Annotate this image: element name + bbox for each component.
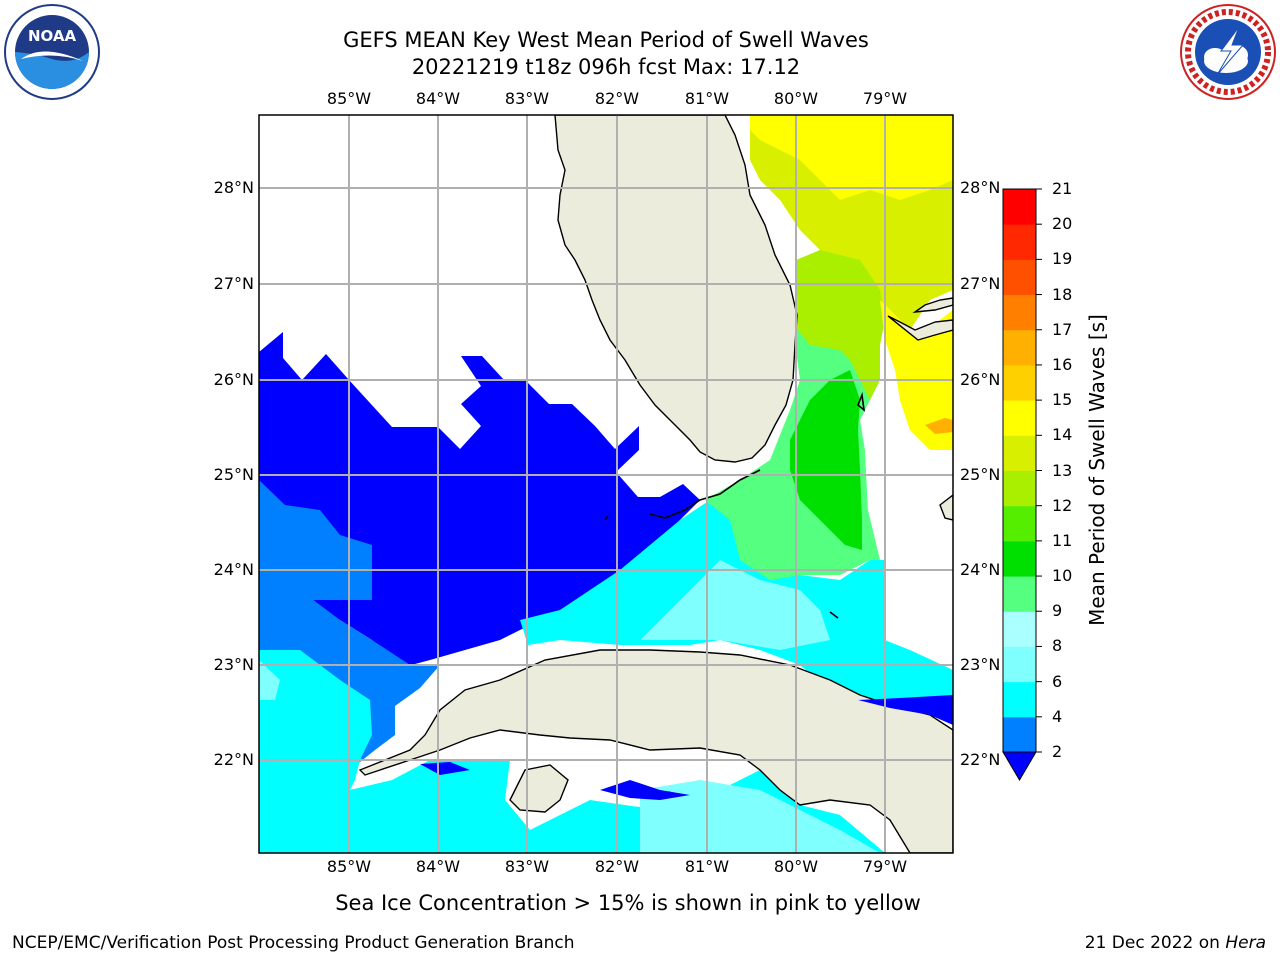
colorbar-swatch	[1003, 540, 1036, 577]
lat-label-right: 23°N	[960, 655, 1001, 674]
colorbar-swatch	[1003, 681, 1036, 718]
colorbar-tick-label: 6	[1052, 671, 1063, 691]
colorbar-tick-label: 19	[1052, 249, 1073, 269]
map-gridlines	[259, 115, 953, 853]
lon-label-top: 84°W	[415, 89, 461, 108]
lon-label-bottom: 79°W	[862, 857, 908, 876]
nws-logo	[1180, 4, 1276, 100]
colorbar-tick-label: 17	[1052, 319, 1073, 339]
colorbar-swatch	[1003, 576, 1036, 612]
colorbar-swatch	[1003, 400, 1036, 436]
colorbar-tick-label: 18	[1052, 284, 1073, 304]
colorbar-swatch	[1003, 329, 1036, 366]
colorbar-swatch	[1003, 294, 1036, 331]
noaa-logo-text: NOAA	[28, 27, 77, 45]
footer-credit: NCEP/EMC/Verification Post Processing Pr…	[12, 933, 575, 953]
lat-label-left: 22°N	[213, 750, 254, 769]
colorbar-swatch	[1003, 470, 1036, 507]
noaa-logo: NOAA	[4, 4, 100, 100]
colorbar-swatch	[1003, 364, 1036, 401]
colorbar-tick-label: 15	[1052, 390, 1073, 410]
colorbar-swatch	[1003, 646, 1036, 683]
colorbar-swatch	[1003, 611, 1036, 647]
footer-host: Hera	[1225, 933, 1266, 953]
colorbar-tick-label: 20	[1052, 214, 1073, 234]
lat-label-left: 27°N	[213, 274, 254, 293]
colorbar-tick-label: 11	[1052, 530, 1073, 550]
lon-label-top: 80°W	[773, 89, 819, 108]
colorbar-tick-label: 9	[1052, 601, 1063, 621]
colorbar-tick-label: 13	[1052, 460, 1073, 480]
colorbar-tick-label: 12	[1052, 495, 1073, 515]
lon-label-bottom: 80°W	[773, 857, 819, 876]
lon-label-bottom: 84°W	[415, 857, 461, 876]
lon-label-bottom: 83°W	[504, 857, 550, 876]
colorbar-tick-label: 14	[1052, 425, 1073, 445]
colorbar-swatch	[1003, 189, 1036, 225]
lat-label-left: 25°N	[213, 465, 254, 484]
colorbar	[1002, 188, 1042, 781]
lon-label-bottom: 85°W	[326, 857, 372, 876]
footer-date: 21 Dec 2022 on Hera	[1085, 933, 1266, 953]
swell-field	[259, 115, 953, 853]
lat-label-right: 24°N	[960, 560, 1001, 579]
lat-label-right: 22°N	[960, 750, 1001, 769]
colorbar-tick-label: 8	[1052, 636, 1063, 656]
colorbar-swatch	[1003, 716, 1036, 753]
sea-ice-note: Sea Ice Concentration > 15% is shown in …	[335, 891, 921, 915]
lat-label-right: 25°N	[960, 465, 1001, 484]
colorbar-tick-label: 21	[1052, 179, 1073, 198]
colorbar-extend-arrow	[1002, 751, 1037, 781]
lat-label-right: 27°N	[960, 274, 1001, 293]
cuba	[358, 649, 953, 853]
lon-label-bottom: 81°W	[684, 857, 730, 876]
footer-date-text: 21 Dec 2022 on	[1084, 933, 1226, 953]
lon-label-top: 83°W	[504, 89, 550, 108]
lat-label-right: 26°N	[960, 370, 1001, 389]
lon-label-top: 85°W	[326, 89, 372, 108]
colorbar-swatch	[1003, 435, 1036, 471]
chart-subtitle: 20221219 t18z 096h fcst Max: 17.12	[411, 55, 801, 79]
lat-label-left: 26°N	[213, 370, 254, 389]
colorbar-swatch	[1003, 505, 1036, 542]
land	[358, 115, 953, 853]
colorbar-label: Mean Period of Swell Waves [s]	[1085, 314, 1109, 626]
lat-label-left: 24°N	[213, 560, 254, 579]
isla-juventud	[509, 764, 569, 813]
lat-label-left: 23°N	[213, 655, 254, 674]
lon-label-top: 79°W	[862, 89, 908, 108]
colorbar-swatch	[1003, 259, 1036, 296]
colorbar-tick-label: 16	[1052, 354, 1073, 374]
lat-label-right: 28°N	[960, 178, 1001, 197]
lat-label-left: 28°N	[213, 178, 254, 197]
map-frame	[258, 114, 954, 854]
colorbar-tick-label: 2	[1052, 742, 1063, 761]
lon-label-top: 82°W	[594, 89, 640, 108]
lon-label-bottom: 82°W	[594, 857, 640, 876]
chart-title: GEFS MEAN Key West Mean Period of Swell …	[343, 28, 869, 52]
colorbar-swatch	[1003, 224, 1036, 260]
lon-label-top: 81°W	[684, 89, 730, 108]
colorbar-tick-label: 10	[1052, 566, 1073, 586]
colorbar-tick-label: 4	[1052, 706, 1063, 726]
map-area	[259, 115, 953, 853]
